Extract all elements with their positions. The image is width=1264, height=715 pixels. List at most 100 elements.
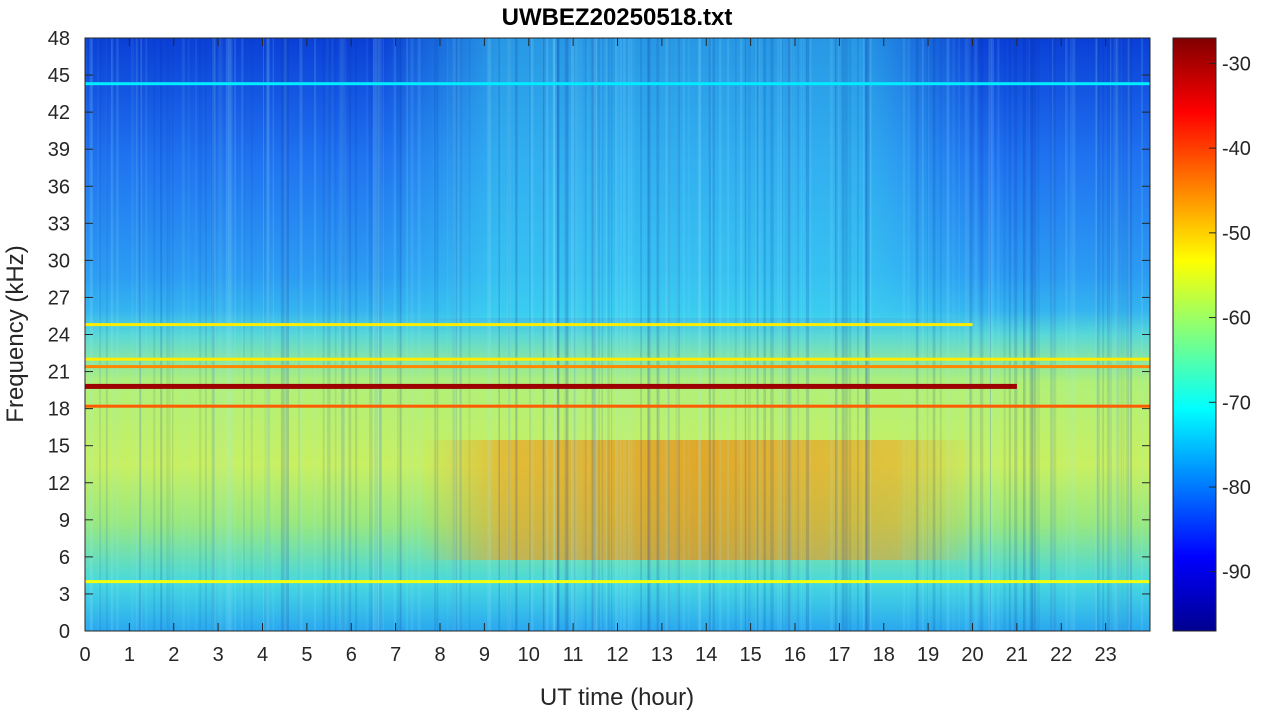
stripe [607,38,610,631]
stripe [835,38,838,631]
stripe [160,38,162,631]
stripe [744,38,747,631]
stripe [437,38,439,631]
stripe [907,38,910,631]
y-tick-label: 45 [48,65,70,87]
stripe [557,38,560,631]
stripe [1116,38,1120,631]
stripe [545,38,549,631]
stripe [573,38,576,631]
stripe [657,38,661,631]
x-tick-label: 20 [961,644,983,666]
stripe [758,38,761,631]
spectral-line [85,357,1150,361]
stripe [181,38,185,631]
stripe [455,38,457,631]
stripe [969,38,973,631]
stripe [682,38,685,631]
stripe [988,38,992,631]
stripe [777,38,779,631]
stripe [564,38,568,631]
stripe [459,38,462,631]
stripe [809,38,812,631]
stripe [865,38,867,631]
y-tick-label: 0 [59,621,70,643]
stripe [341,38,345,631]
colorbar-tick-label: -30 [1222,53,1251,75]
colorbar-gradient [1172,37,1217,632]
stripe [145,38,148,631]
stripe [399,38,402,631]
stripe [508,38,511,631]
stripe [227,38,229,631]
stripe [974,38,978,631]
stripe [863,38,865,631]
stripe [841,38,845,631]
stripe [785,38,787,631]
x-tick-label: 10 [518,644,540,666]
stripe [1109,38,1112,631]
stripe [531,38,534,631]
stripe [1102,38,1105,631]
stripe [375,38,377,631]
stripe [915,38,919,631]
stripe [577,38,580,631]
stripe [866,38,870,631]
stripe [167,38,171,631]
stripe [964,38,968,631]
x-tick-label: 9 [479,644,490,666]
stripe [763,38,766,631]
spectral-line [85,82,1150,86]
stripe [1115,38,1119,631]
colorbar-tick-label: -50 [1222,223,1251,245]
stripe [1129,38,1133,631]
stripe [553,38,555,631]
stripe [782,38,783,631]
stripe [406,38,409,631]
stripe [1069,38,1072,631]
stripe [1096,38,1098,631]
stripe [580,38,582,631]
stripe [647,38,650,631]
stripe [515,38,518,631]
stripe [263,38,264,631]
stripe [166,38,168,631]
stripe [298,38,301,631]
y-tick-label: 3 [59,584,70,606]
stripe [1033,38,1037,631]
stripe [926,38,929,631]
stripe [434,38,437,631]
stripe [793,38,795,631]
stripe [755,38,758,631]
stripe [530,38,532,631]
colorbar-tick-label: -60 [1222,308,1251,330]
vertical-stripes [85,38,1144,631]
stripe [779,38,782,631]
colorbar-tick-label: -80 [1222,477,1251,499]
x-axis-title: UT time (hour) [540,684,694,711]
stripe [647,38,651,631]
stripe [1050,38,1054,631]
stripe [468,38,471,631]
stripe [343,38,346,631]
stripe [800,38,802,631]
stripe [250,38,253,631]
stripe [1113,38,1117,631]
stripe [542,38,546,631]
stripe [946,38,950,631]
stripe [1095,38,1097,631]
colorbar-ticks: -90 -80 -70 -60 -50 -40 -30 [1209,53,1251,584]
stripe [1053,38,1057,631]
stripe [234,38,236,631]
stripe [195,38,198,631]
stripe [1028,38,1030,631]
stripe [366,38,368,631]
stripe [719,38,722,631]
stripe [266,38,270,631]
stripe [932,38,936,631]
stripe [327,38,331,631]
stripe [591,38,595,631]
stripe [790,38,793,631]
stripe [452,38,456,631]
stripe [615,38,618,631]
